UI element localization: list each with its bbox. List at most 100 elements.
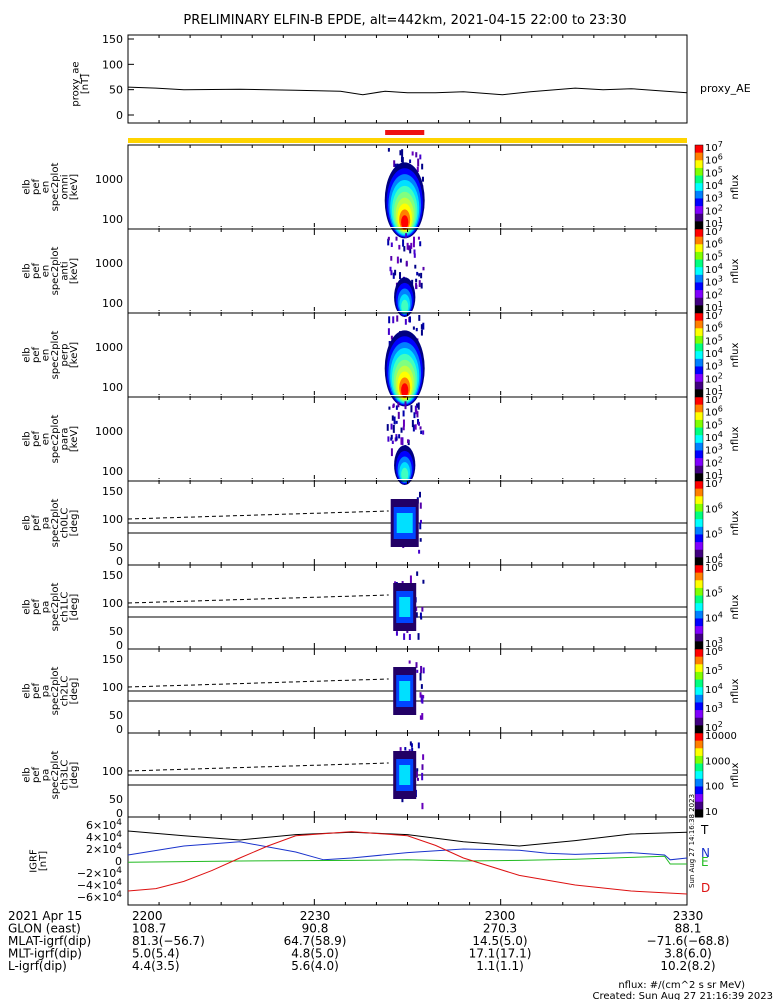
ylabel-line: spec2plot [50,415,61,464]
axis-row-value: 88.1 [675,922,702,936]
colorbar-segment [695,626,703,635]
pitch-angle-speck [418,549,421,554]
colorbar-segment [695,503,703,513]
colorbar-tick-label: 101 [705,468,723,482]
axis-row-value: 2200 [132,909,163,923]
colorbar-segment [695,351,703,360]
colorbar-segment [695,465,703,474]
spectrogram-baseline [129,311,686,312]
y-tick-label: 0 [116,639,123,652]
ylabel-line: pef [31,431,42,448]
colorbar-segment [695,809,703,818]
colorbar-label: nflux [730,258,741,283]
axis-row-value: 64.7(58.9) [284,934,347,948]
pitch-angle-speck [417,633,420,640]
ylabel-line: spec2plot [50,331,61,380]
colorbar-tick-label: 103 [705,191,723,205]
spectrogram-speck [417,419,420,425]
pitch-angle-speck [419,502,422,509]
colorbar-tick-label: 104 [705,552,723,566]
dashed-trace [127,678,389,688]
spectrogram-speck [408,245,411,251]
colorbar-tick-label: 105 [705,585,723,599]
spectrogram-speck [390,434,393,440]
y-tick-label: −4×104 [77,878,122,892]
colorbar-segment [695,526,703,535]
axis-row-value: 4.8(5.0) [291,947,339,961]
pitch-angle-speck [417,742,420,749]
colorbar-segment [695,717,703,726]
pitch-angle-core [399,597,411,617]
colorbar-segment [695,542,703,551]
spectrogram-baseline [129,227,686,228]
spectrogram-speck [392,316,395,324]
y-tick-label: 150 [102,485,123,498]
y-tick-label: 100 [102,58,123,71]
ylabel-line: pef [31,683,42,700]
colorbar-segment [695,656,703,665]
spectrogram-speck [395,420,398,424]
colorbar-segment [695,404,703,413]
pitch-angle-speck [416,777,419,781]
colorbar-segment [695,282,703,291]
y-tick-label: 50 [109,541,123,554]
ylabel-line: IGRF [28,849,39,873]
axis-row-value: 108.7 [132,922,166,936]
axis-row-value: 3.8(6.0) [664,947,712,961]
axis-row-value: 14.5(5.0) [472,934,527,948]
spectrogram-speck [421,163,424,170]
ylabel-line: pef [31,767,42,784]
ylabel-line: ch1LC [59,592,70,623]
pitch-angle-core [396,513,413,533]
colorbar-segment [695,267,703,276]
y-tick-label: 0 [116,807,123,820]
spectrogram-speck [412,326,415,330]
spectrogram-speck [413,253,416,258]
colorbar-tick-label: 103 [705,636,723,650]
ylabel-line: [keV] [69,342,80,368]
axis-row-label: MLT-igrf(dip) [8,947,82,961]
axis-row-value: −71.6(−68.8) [647,934,730,948]
spectrogram-speck [416,271,419,276]
ylabel-line: en [40,181,51,194]
ylabel-line: [deg] [69,678,80,705]
ylabel-line: anti [59,261,70,280]
ylabel-line: [deg] [69,510,80,537]
colorbar-segment [695,297,703,306]
axis-row-value: 10.2(8.2) [660,959,715,973]
axis-row-value: 17.1(17.1) [469,947,532,961]
ylabel-line: omni [59,175,70,200]
colorbar-segment [695,152,703,161]
pitch-angle-speck [421,696,424,704]
science-zone-bar [128,138,687,143]
ylabel-line: [nT] [80,74,91,94]
colorbar-segment [695,419,703,429]
ylabel-line: en [40,433,51,446]
spectrogram-speck [387,328,390,335]
y-tick-label: 4×104 [86,830,122,844]
y-tick-label: 1000 [95,341,123,354]
colorbar-tick-label: 10000 [705,731,737,742]
colorbar-tick-label: 102 [705,371,723,385]
y-tick-label: 0 [116,555,123,568]
y-tick-label: 100 [102,213,123,226]
ylabel-line: spec2plot [50,751,61,800]
igrf-series-label: D [701,881,710,895]
y-tick-label: 150 [102,33,123,46]
colorbar-tick-label: 106 [705,153,723,167]
spectrogram-speck [387,147,390,152]
spectrogram-speck [387,236,390,241]
spectrogram-speck [413,249,416,255]
ylabel-line: ch3LC [59,760,70,791]
spectrogram-baseline [129,479,686,480]
colorbar-tick-label: 105 [705,333,723,347]
ylabel-line: pa [40,517,51,529]
ylabel-line: [deg] [69,762,80,789]
y-tick-label: 100 [102,297,123,310]
y-tick-label: 50 [109,625,123,638]
colorbar-segment [695,557,703,566]
